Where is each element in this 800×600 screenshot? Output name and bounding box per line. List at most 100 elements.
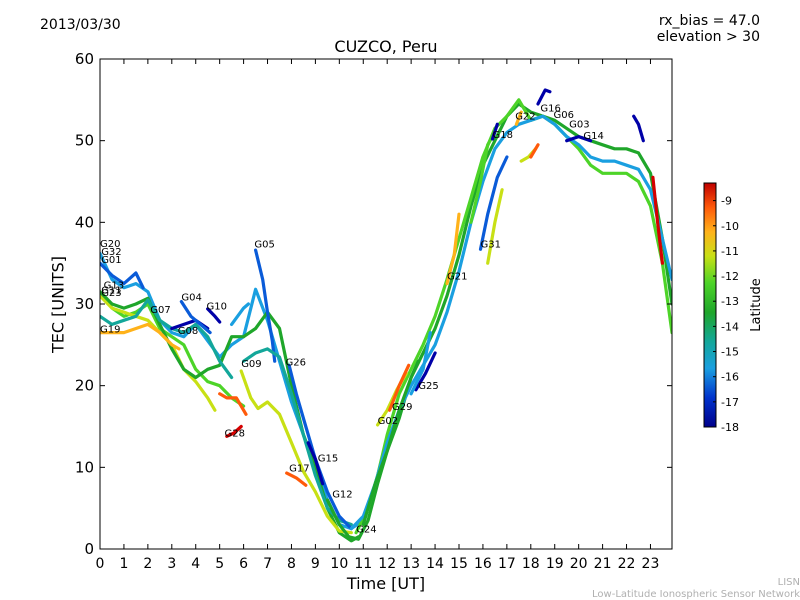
tec-series-9 bbox=[179, 300, 212, 335]
satellite-label: G21 bbox=[447, 272, 467, 283]
satellite-label: G12 bbox=[332, 490, 352, 501]
colorbar-tick-label: -14 bbox=[721, 320, 739, 333]
tec-series-17 bbox=[225, 424, 243, 438]
satellite-label: G11 bbox=[101, 285, 121, 296]
x-tick-label: 5 bbox=[215, 556, 224, 572]
satellite-label: G15 bbox=[318, 454, 338, 465]
x-tick-label: 4 bbox=[191, 556, 200, 572]
x-axis-label: Time [UT] bbox=[346, 574, 426, 593]
satellite-label: G01 bbox=[101, 255, 121, 266]
x-tick-label: 15 bbox=[450, 556, 468, 572]
colorbar-tick-label: -15 bbox=[721, 346, 739, 359]
satellite-label: G23 bbox=[101, 288, 121, 299]
tec-series-38 bbox=[651, 175, 665, 265]
satellite-label: G04 bbox=[181, 293, 201, 304]
satellite-label: G08 bbox=[178, 326, 198, 337]
x-tick-label: 14 bbox=[426, 556, 444, 572]
y-tick-label: 40 bbox=[75, 213, 94, 231]
elevation-label: elevation > 30 bbox=[656, 29, 760, 45]
x-tick-label: 10 bbox=[330, 556, 348, 572]
satellite-label: G31 bbox=[481, 240, 501, 251]
y-tick-label: 60 bbox=[75, 50, 94, 68]
y-tick-label: 30 bbox=[75, 295, 94, 313]
satellite-label: G10 bbox=[207, 302, 227, 313]
satellite-label: G06 bbox=[554, 110, 574, 121]
x-tick-label: 8 bbox=[287, 556, 296, 572]
satellite-label: G13 bbox=[104, 281, 124, 292]
satellite-label: G14 bbox=[583, 131, 603, 142]
colorbar-tick-label: -9 bbox=[721, 195, 732, 208]
satellite-label: G07 bbox=[150, 305, 170, 316]
colorbar-tick-label: -12 bbox=[721, 270, 739, 283]
x-tick-label: 18 bbox=[522, 556, 540, 572]
colorbar-tick-label: -16 bbox=[721, 371, 739, 384]
tec-series-29 bbox=[478, 155, 509, 251]
x-tick-label: 17 bbox=[498, 556, 516, 572]
satellite-label: G29 bbox=[392, 402, 412, 413]
x-tick-label: 3 bbox=[167, 556, 176, 572]
tec-series-3 bbox=[100, 290, 246, 408]
satellite-label: G09 bbox=[241, 359, 261, 370]
tec-series-21 bbox=[354, 98, 672, 535]
tec-series-2 bbox=[100, 261, 145, 290]
x-tick-label: 13 bbox=[402, 556, 420, 572]
tec-series-14 bbox=[239, 369, 353, 535]
tec-series-26 bbox=[414, 351, 437, 392]
satellite-label: G02 bbox=[378, 416, 398, 427]
tec-series-18 bbox=[285, 471, 308, 487]
satellite-label: G32 bbox=[101, 247, 121, 258]
x-tick-label: 1 bbox=[119, 556, 128, 572]
tec-series-20 bbox=[325, 102, 672, 541]
tec-series-6 bbox=[100, 322, 181, 351]
tec-series-27 bbox=[409, 331, 432, 396]
colorbar-tick-label: -13 bbox=[721, 295, 739, 308]
tec-series-25 bbox=[388, 363, 411, 412]
y-tick-label: 50 bbox=[75, 132, 94, 150]
y-tick-label: 10 bbox=[75, 458, 94, 476]
satellite-label: G19 bbox=[100, 325, 120, 336]
x-tick-label: 22 bbox=[618, 556, 636, 572]
colorbar-tick-label: -17 bbox=[721, 396, 739, 409]
tec-series-12 bbox=[254, 248, 277, 363]
x-tick-label: 23 bbox=[642, 556, 660, 572]
satellite-label: G20 bbox=[100, 239, 120, 250]
tec-series-28 bbox=[445, 212, 461, 286]
tec-series-33 bbox=[529, 143, 540, 159]
colorbar-tick-label: -11 bbox=[721, 245, 739, 258]
colorbar-label: Latitude bbox=[749, 278, 764, 332]
colorbar-tick-label: -18 bbox=[721, 421, 739, 434]
tec-series-31 bbox=[490, 122, 499, 141]
tec-series-37 bbox=[632, 114, 645, 143]
x-tick-label: 7 bbox=[263, 556, 272, 572]
y-tick-label: 0 bbox=[84, 540, 94, 558]
satellite-label: G28 bbox=[225, 428, 245, 439]
tec-series-34 bbox=[514, 110, 523, 126]
x-tick-label: 20 bbox=[570, 556, 588, 572]
tec-series-36 bbox=[565, 135, 593, 143]
satellite-label: G26 bbox=[286, 357, 306, 368]
satellite-label: G18 bbox=[493, 130, 513, 141]
satellite-label: G22 bbox=[515, 111, 535, 122]
tec-series-16 bbox=[218, 392, 248, 416]
x-tick-label: 11 bbox=[354, 556, 372, 572]
footer-network: Low-Latitude Ionospheric Sensor Network bbox=[592, 589, 800, 600]
x-tick-label: 9 bbox=[311, 556, 320, 572]
satellite-label: G05 bbox=[254, 240, 274, 251]
satellite-label: G24 bbox=[356, 525, 376, 536]
tec-series-35 bbox=[536, 88, 552, 106]
tec-series-1 bbox=[100, 251, 365, 531]
colorbar-tick-label: -10 bbox=[721, 220, 739, 233]
tec-series-22 bbox=[349, 114, 672, 531]
footer-lisn: LISN bbox=[777, 577, 800, 588]
tec-series-5 bbox=[100, 290, 361, 543]
satellite-label: G03 bbox=[569, 120, 589, 131]
tec-series-10 bbox=[206, 307, 222, 324]
x-tick-label: 6 bbox=[239, 556, 248, 572]
x-tick-label: 12 bbox=[378, 556, 396, 572]
chart-title: CUZCO, Peru bbox=[334, 37, 438, 56]
x-tick-label: 19 bbox=[546, 556, 564, 572]
rx-bias-label: rx_bias = 47.0 bbox=[658, 13, 760, 29]
x-tick-label: 16 bbox=[474, 556, 492, 572]
tec-series-19 bbox=[306, 441, 325, 486]
